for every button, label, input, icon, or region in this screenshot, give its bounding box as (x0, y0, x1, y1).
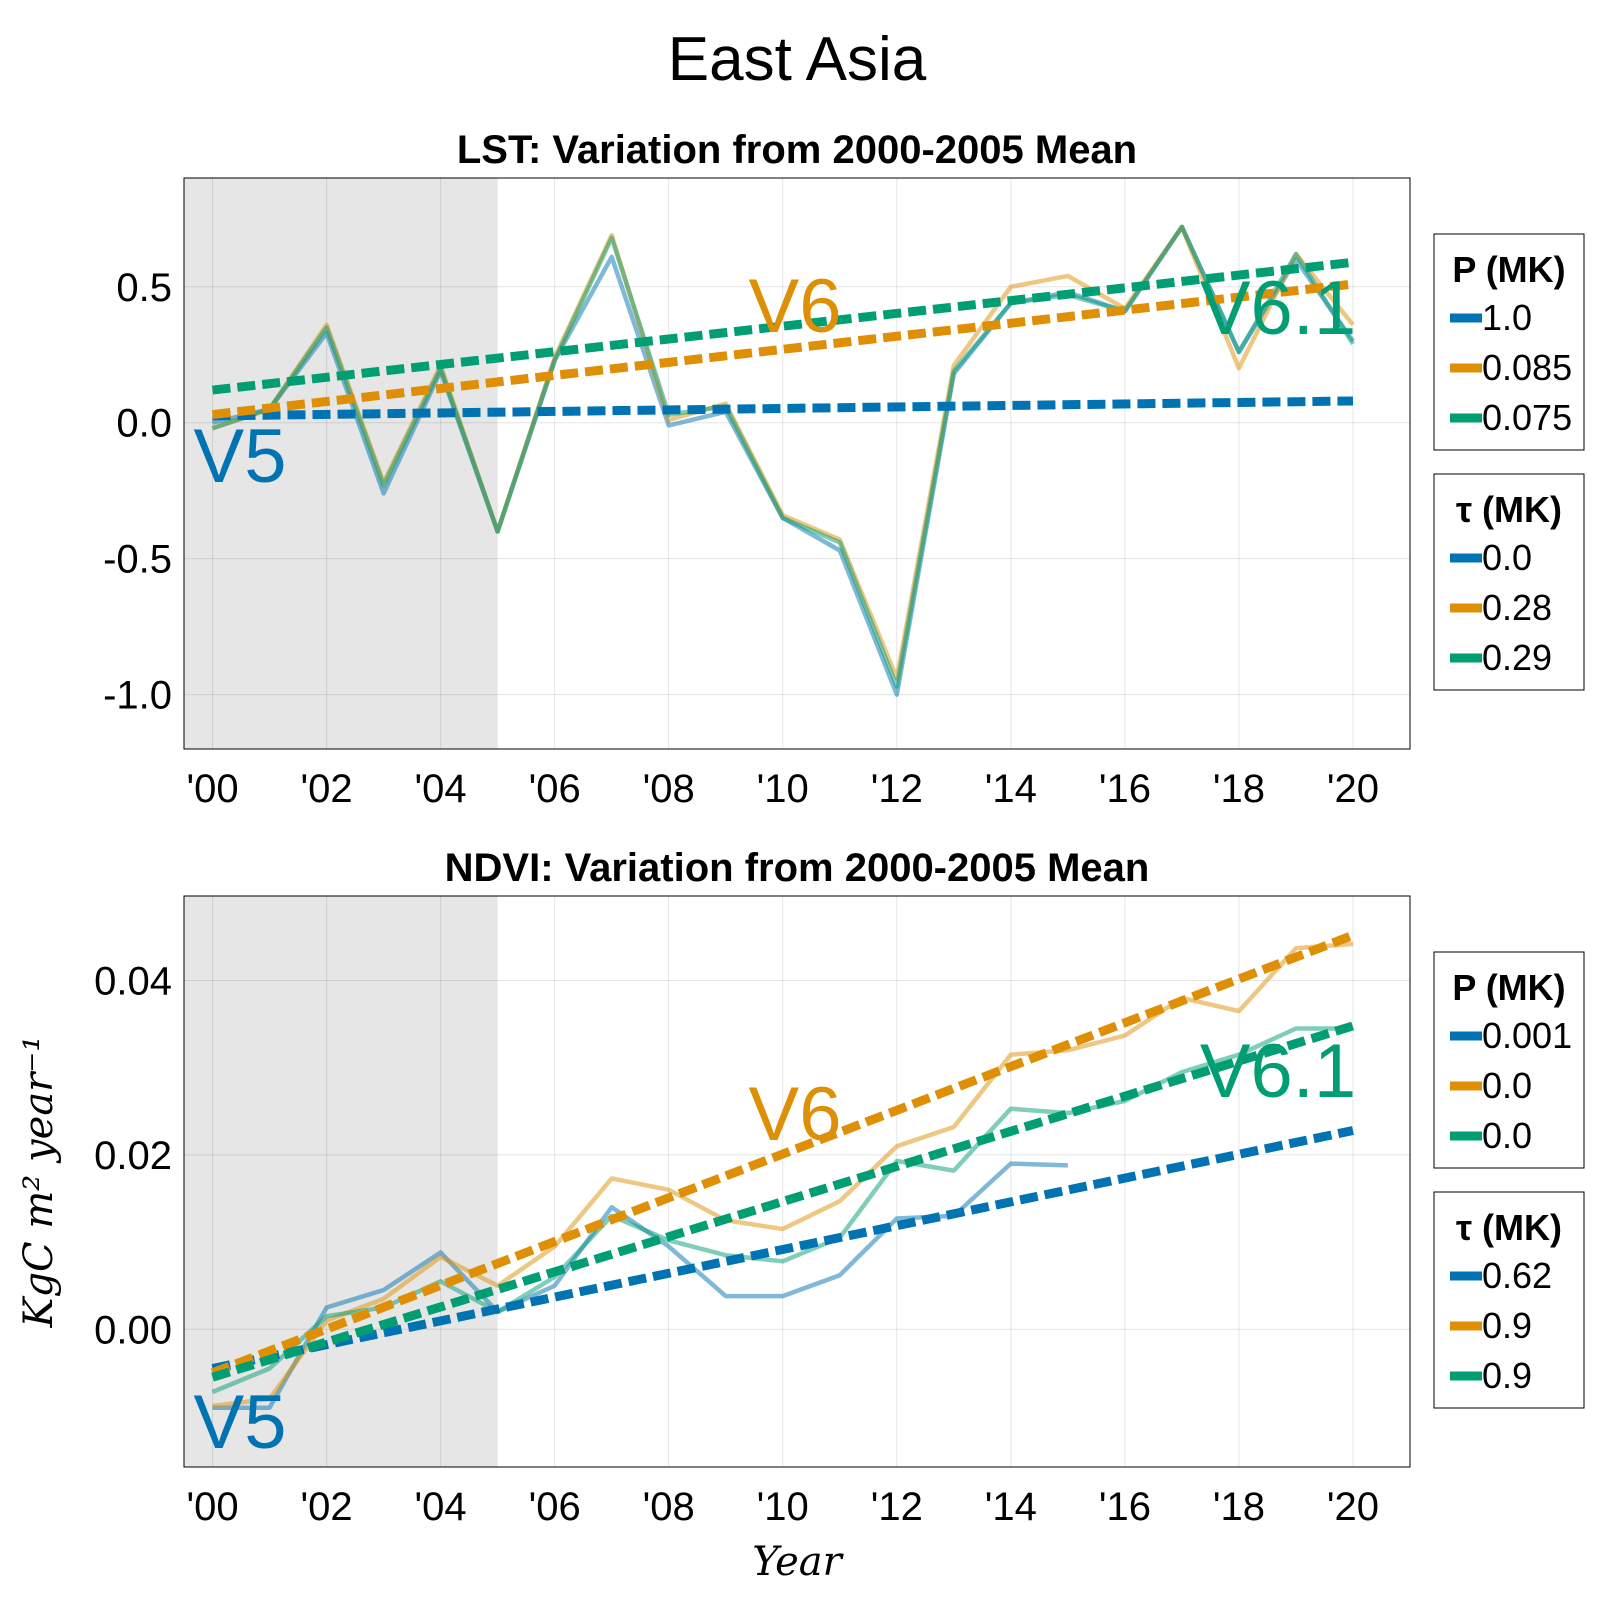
series-label-V6: V6 (749, 264, 842, 349)
legend-entry: 0.085 (1482, 347, 1572, 388)
legend-entry: 0.9 (1482, 1305, 1532, 1346)
legend-p-value: P (MK) 1.0 0.085 0.075 (1433, 233, 1585, 451)
lst-panel: LST: Variation from 2000-2005 Mean '00 '02… (103, 128, 1585, 811)
legend-p-value: P (MK) 0.001 0.0 0.0 (1433, 951, 1585, 1169)
trend-line-V5 (211, 1126, 1354, 1373)
x-tick-label: '14 (985, 1485, 1037, 1529)
x-tick-label: '06 (529, 1485, 581, 1529)
panel-title: NDVI: Variation from 2000-2005 Mean (445, 846, 1150, 890)
legend-entry: 1.0 (1482, 297, 1532, 338)
series-label-V5: V5 (194, 1380, 287, 1465)
legend-title: τ (MK) (1456, 489, 1562, 530)
series-label-V6.1: V6.1 (1200, 266, 1356, 351)
x-tick-label: '04 (415, 767, 467, 811)
ndvi-panel: NDVI: Variation from 2000-2005 Mean '00 '0… (16, 846, 1585, 1585)
y-tick-label: 0.5 (116, 266, 172, 310)
y-tick-label: -0.5 (103, 538, 172, 582)
x-tick-label: '02 (300, 767, 352, 811)
y-axis-label: KgC m² year⁻¹ (16, 1036, 62, 1329)
plot-frame (183, 895, 1411, 1468)
legend-title: P (MK) (1452, 249, 1565, 290)
x-tick-label: '14 (985, 767, 1037, 811)
legend-title: P (MK) (1452, 967, 1565, 1008)
y-tick-label: 0.0 (116, 402, 172, 446)
baseline-period-shade (184, 178, 498, 749)
trend-line-V6.1 (212, 257, 1354, 395)
y-tick-label: 0.04 (94, 960, 172, 1004)
legend-entry: 0.0 (1482, 1115, 1532, 1156)
series-label-V6.1: V6.1 (1200, 1029, 1356, 1114)
legend-entry: 0.0 (1482, 1065, 1532, 1106)
legend-tau: τ (MK) 0.62 0.9 0.9 (1433, 1191, 1585, 1409)
legend-entry: 0.001 (1482, 1015, 1572, 1056)
x-tick-label: '02 (300, 1485, 352, 1529)
x-tick-label: '12 (871, 1485, 923, 1529)
x-tick-label: '06 (529, 767, 581, 811)
trend-line-V6 (210, 931, 1355, 1378)
x-tick-label: '04 (415, 1485, 467, 1529)
x-tick-label: '00 (186, 1485, 238, 1529)
y-tick-label: -1.0 (103, 674, 172, 718)
y-tick-label: 0.00 (94, 1308, 172, 1352)
y-tick-label: 0.02 (94, 1134, 172, 1178)
legend-entry: 0.29 (1482, 637, 1552, 678)
series-label-V5: V5 (194, 414, 287, 499)
panel-title: LST: Variation from 2000-2005 Mean (457, 128, 1137, 172)
legend-title: τ (MK) (1456, 1207, 1562, 1248)
x-tick-label: '08 (643, 1485, 695, 1529)
x-tick-label: '20 (1327, 1485, 1379, 1529)
plot-frame (183, 177, 1411, 750)
trend-line-V6 (211, 279, 1354, 420)
x-tick-label: '20 (1327, 767, 1379, 811)
x-axis-label: Year (752, 1539, 844, 1585)
x-tick-label: '08 (643, 767, 695, 811)
trend-line-V5 (212, 396, 1354, 421)
legend-entry: 0.62 (1482, 1255, 1552, 1296)
x-tick-label: '12 (871, 767, 923, 811)
baseline-period-shade (184, 896, 498, 1467)
legend-entry: 0.9 (1482, 1355, 1532, 1396)
x-tick-label: '16 (1099, 1485, 1151, 1529)
legend-tau: τ (MK) 0.0 0.28 0.29 (1433, 473, 1585, 691)
x-tick-label: '10 (757, 767, 809, 811)
x-tick-label: '00 (186, 767, 238, 811)
series-label-V6: V6 (749, 1072, 842, 1157)
legend-entry: 0.075 (1482, 397, 1572, 438)
x-tick-label: '10 (757, 1485, 809, 1529)
series-line-V6.1 (211, 224, 1355, 689)
figure-title: East Asia (668, 25, 927, 94)
legend-entry: 0.0 (1482, 537, 1532, 578)
legend-entry: 0.28 (1482, 587, 1552, 628)
x-tick-label: '18 (1213, 767, 1265, 811)
x-tick-label: '18 (1213, 1485, 1265, 1529)
x-tick-label: '16 (1099, 767, 1151, 811)
